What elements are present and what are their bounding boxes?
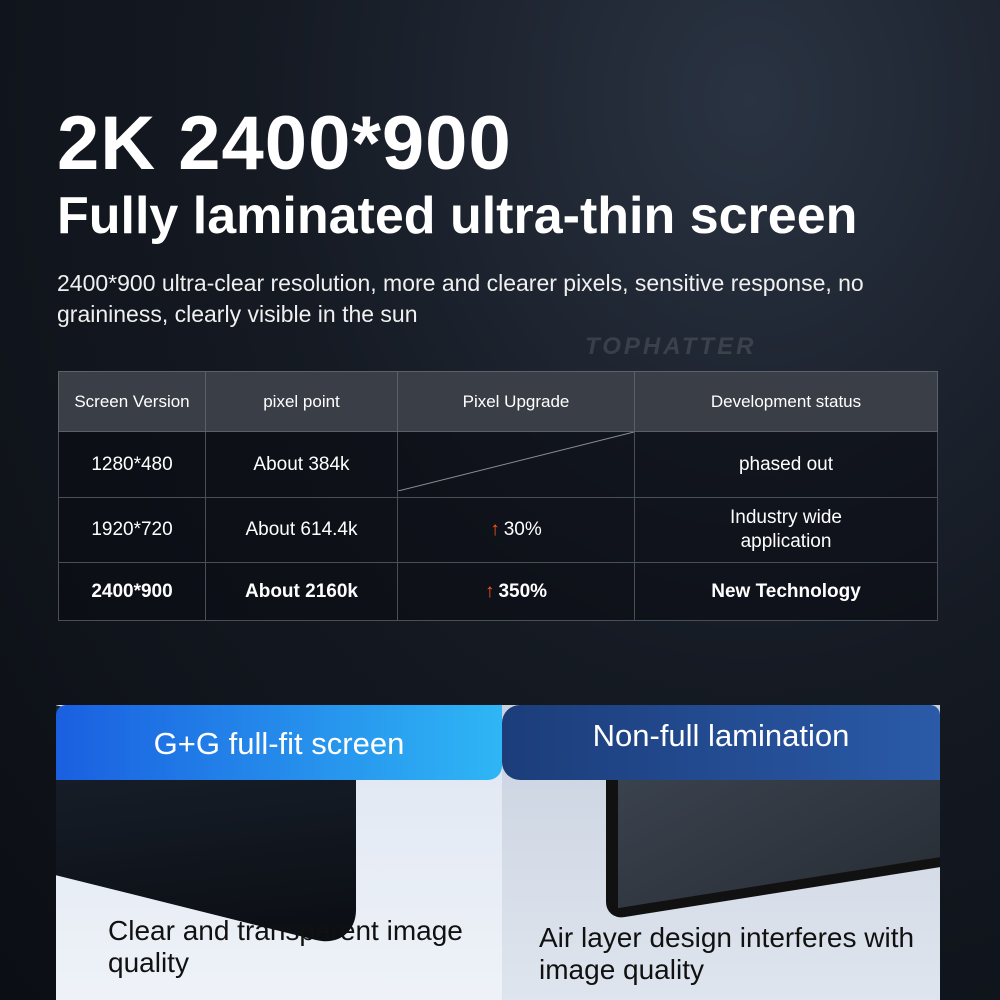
pixels-cell: About 614.4k: [205, 497, 398, 563]
pixels-cell: About 384k: [205, 431, 398, 498]
diagonal-line: [397, 431, 635, 492]
arrow-up-icon: ↑: [484, 580, 495, 602]
version-cell: 2400*900: [58, 562, 206, 621]
full-lamination-tab: G+G full-fit screen: [56, 705, 502, 780]
table-row: 1920*720 About 614.4k ↑ 30% Industry wide…: [58, 497, 938, 563]
status-cell: phased out: [634, 431, 938, 498]
header-cell: Development status: [634, 371, 938, 432]
header-cell: Pixel Upgrade: [397, 371, 635, 432]
page-title: 2K 2400*900: [57, 101, 512, 186]
status-cell: New Technology: [634, 562, 938, 621]
header-cell: pixel point: [205, 371, 398, 432]
watermark-logo: TOPHATTER: [585, 333, 757, 360]
comparison-table: Screen Version pixel point Pixel Upgrade…: [58, 371, 938, 621]
version-cell: 1280*480: [58, 431, 206, 498]
upgrade-value: 350%: [498, 580, 548, 602]
table-header-row: Screen Version pixel point Pixel Upgrade…: [58, 371, 938, 432]
upgrade-cell: [397, 431, 635, 498]
table-row: 2400*900 About 2160k ↑ 350% New Technolog…: [58, 562, 938, 621]
upgrade-cell: ↑ 350%: [397, 562, 635, 621]
upgrade-cell: ↑ 30%: [397, 497, 635, 563]
version-cell: 1920*720: [58, 497, 206, 563]
full-lamination-panel: G+G full-fit screen Clear and transparen…: [56, 705, 502, 1000]
description: 2400*900 ultra-clear resolution, more an…: [57, 270, 864, 327]
status-cell: Industry wide application: [634, 497, 938, 563]
table-row: 1280*480 About 384k phased out: [58, 431, 938, 498]
header-cell: Screen Version: [58, 371, 206, 432]
full-lamination-caption: Clear and transparent image quality: [108, 915, 463, 978]
arrow-up-icon: ↑: [490, 519, 500, 540]
non-full-lamination-tab: Non-full lamination: [502, 705, 940, 780]
page-subtitle: Fully laminated ultra-thin screen: [57, 187, 858, 245]
non-full-lamination-caption: Air layer design interferes with image q…: [539, 922, 915, 985]
pixels-cell: About 2160k: [205, 562, 398, 621]
upgrade-value: 30%: [503, 519, 542, 540]
non-full-lamination-panel: Non-full lamination Air layer design int…: [502, 705, 940, 1000]
